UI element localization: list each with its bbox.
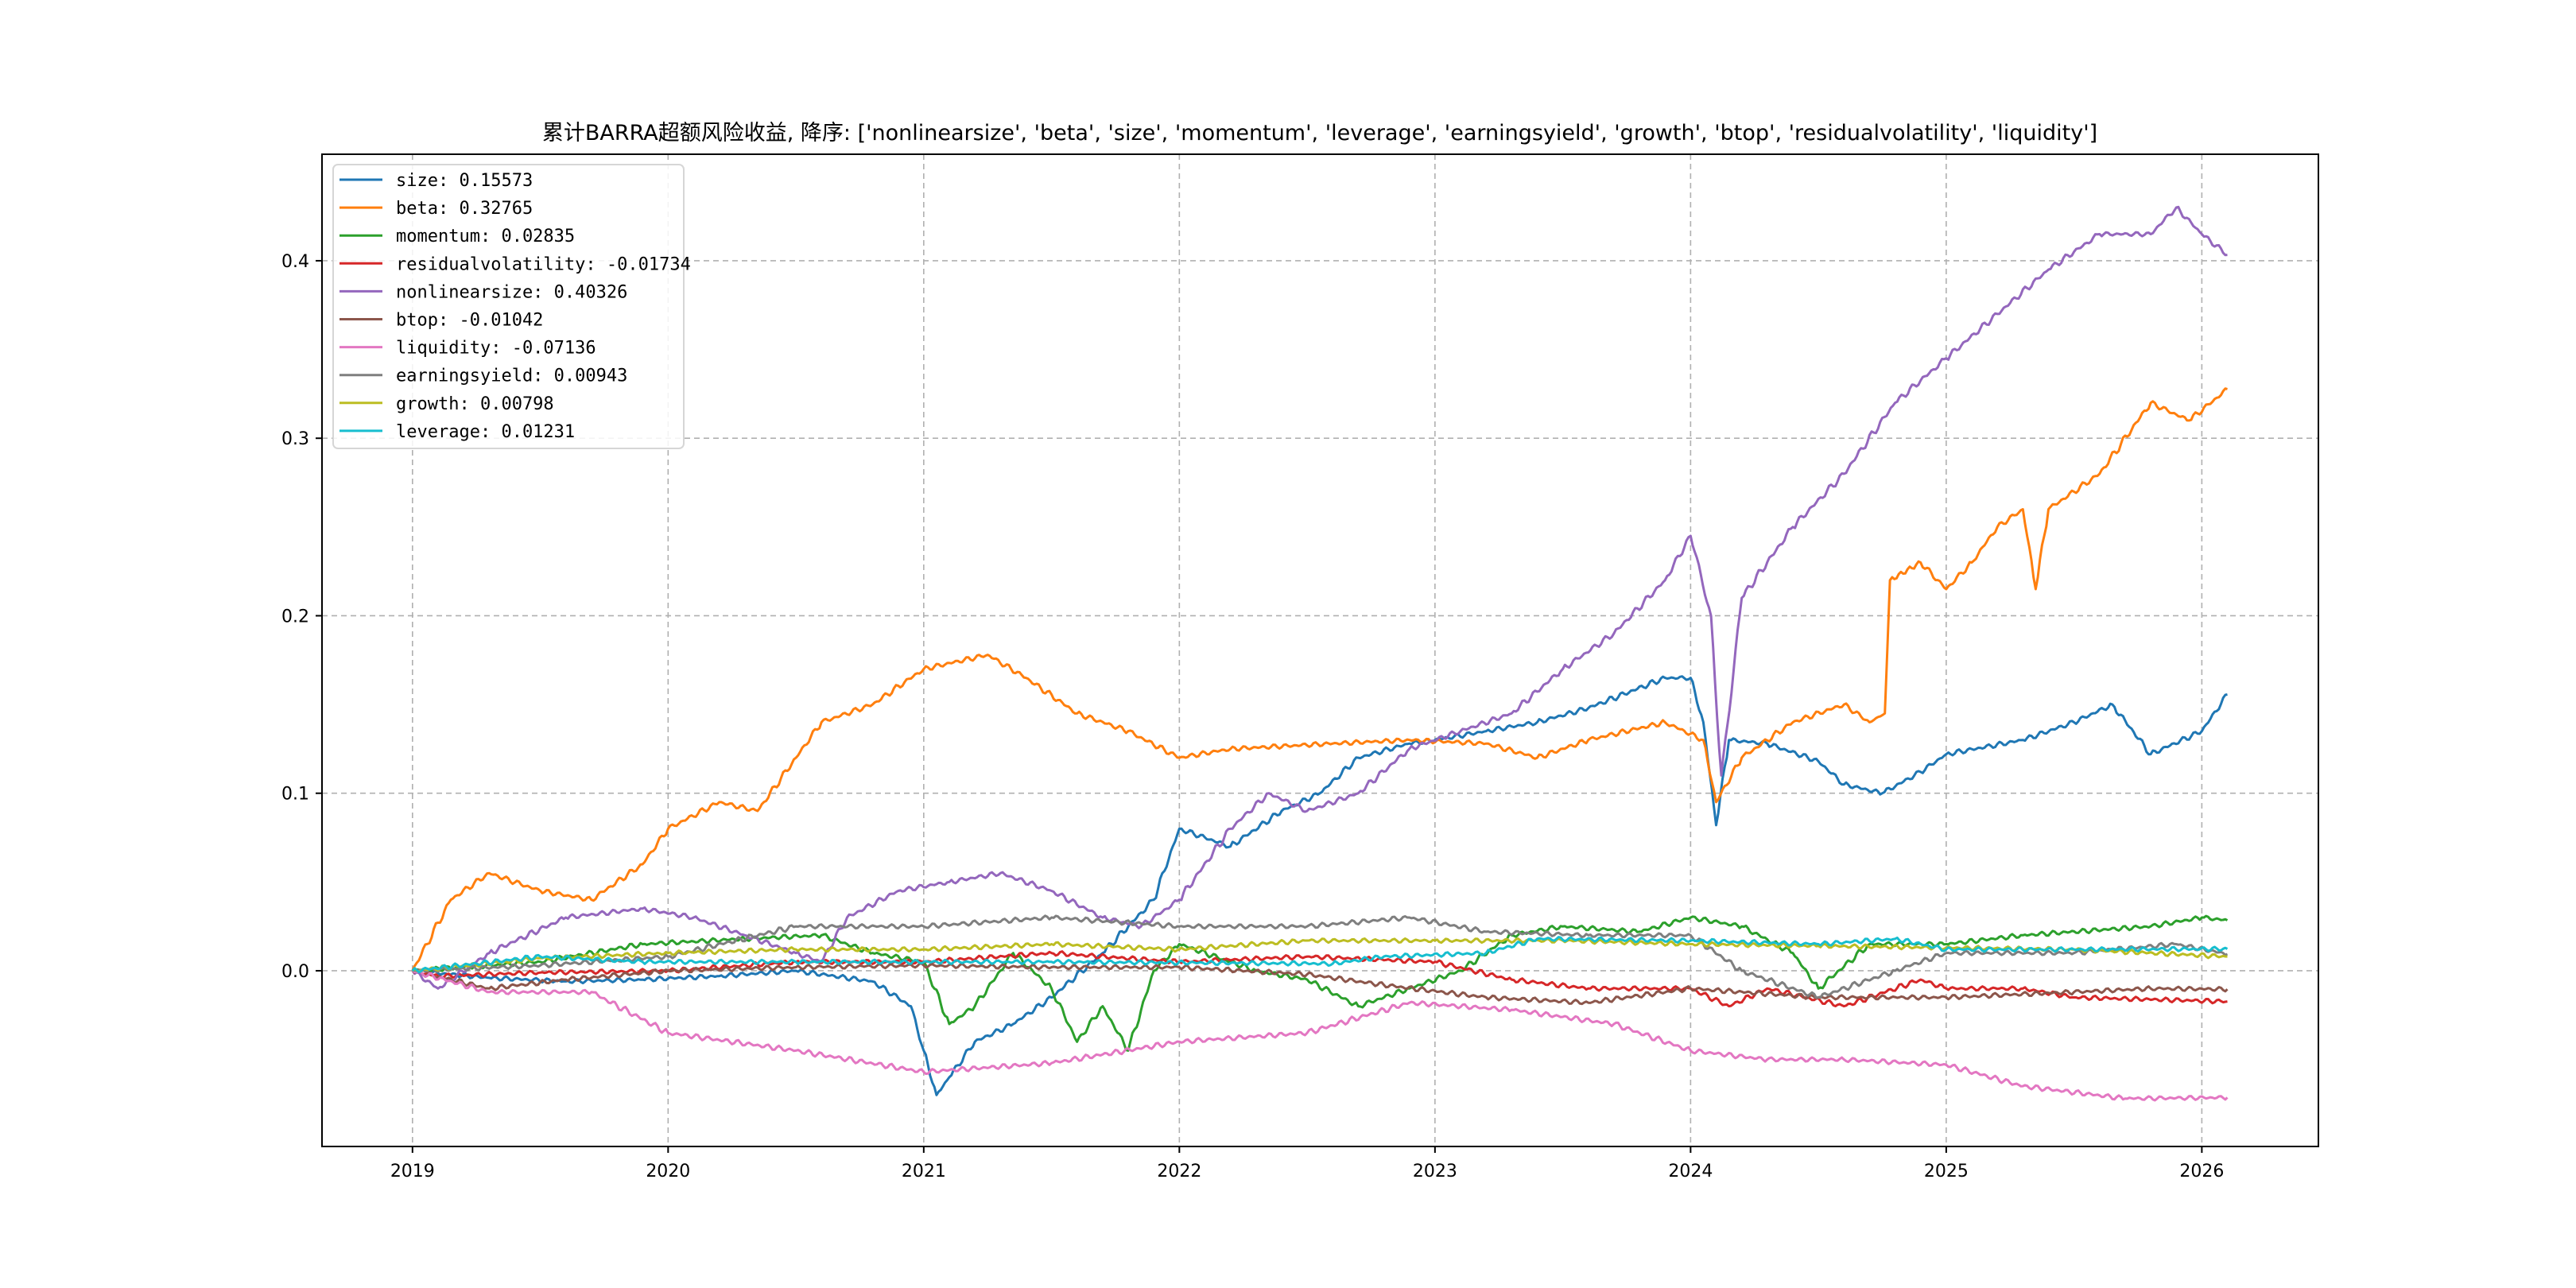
x-tick-label: 2019 bbox=[390, 1162, 435, 1181]
y-axis: 0.0 0.1 0.2 0.3 0.4 bbox=[281, 252, 322, 982]
chart-title: 累计BARRA超额风险收益, 降序: ['nonlinearsize', 'be… bbox=[542, 121, 2097, 145]
x-tick-label: 2022 bbox=[1157, 1162, 1201, 1181]
legend-label-leverage: leverage: 0.01231 bbox=[396, 422, 575, 442]
x-tick-label: 2020 bbox=[646, 1162, 690, 1181]
x-tick-label: 2024 bbox=[1668, 1162, 1713, 1181]
legend-label-size: size: 0.15573 bbox=[396, 171, 533, 191]
legend-label-liquidity: liquidity: -0.07136 bbox=[396, 339, 596, 359]
legend-label-momentum: momentum: 0.02835 bbox=[396, 227, 575, 246]
x-axis: 2019 2020 2021 2022 2023 2024 2025 2026 bbox=[390, 1146, 2224, 1181]
x-tick-label: 2023 bbox=[1413, 1162, 1457, 1181]
legend-label-beta: beta: 0.32765 bbox=[396, 199, 533, 219]
series-line-leverage bbox=[411, 936, 2229, 974]
legend-label-nonlinearsize: nonlinearsize: 0.40326 bbox=[396, 282, 627, 302]
legend: size: 0.15573 beta: 0.32765 momentum: 0.02… bbox=[332, 164, 691, 449]
series-line-residualvolatility bbox=[412, 950, 2228, 1008]
series-lines bbox=[411, 205, 2229, 1102]
legend-label-earningsyield: earningsyield: 0.00943 bbox=[396, 367, 627, 386]
series-line-nonlinearsize bbox=[411, 205, 2228, 990]
y-tick-label: 0.0 bbox=[281, 962, 309, 982]
y-tick-label: 0.3 bbox=[281, 429, 309, 449]
y-tick-label: 0.4 bbox=[281, 252, 309, 272]
series-line-size bbox=[412, 675, 2228, 1096]
series-line-beta bbox=[411, 387, 2228, 972]
series-line-liquidity bbox=[411, 969, 2229, 1102]
grid-lines bbox=[322, 154, 2318, 1146]
legend-label-btop: btop: -0.01042 bbox=[396, 311, 543, 331]
series-line-momentum bbox=[412, 914, 2229, 1052]
legend-box bbox=[332, 164, 685, 449]
x-tick-label: 2021 bbox=[902, 1162, 946, 1181]
legend-label-residualvolatility: residualvolatility: -0.01734 bbox=[396, 254, 691, 274]
y-tick-label: 0.1 bbox=[281, 785, 309, 805]
series-line-earningsyield bbox=[412, 914, 2229, 999]
legend-label-growth: growth: 0.00798 bbox=[396, 394, 554, 414]
x-tick-label: 2025 bbox=[1924, 1162, 1969, 1181]
series-line-btop bbox=[411, 962, 2229, 1006]
x-tick-label: 2026 bbox=[2179, 1162, 2224, 1181]
y-tick-label: 0.2 bbox=[281, 607, 309, 627]
plot-frame bbox=[321, 153, 2319, 1147]
